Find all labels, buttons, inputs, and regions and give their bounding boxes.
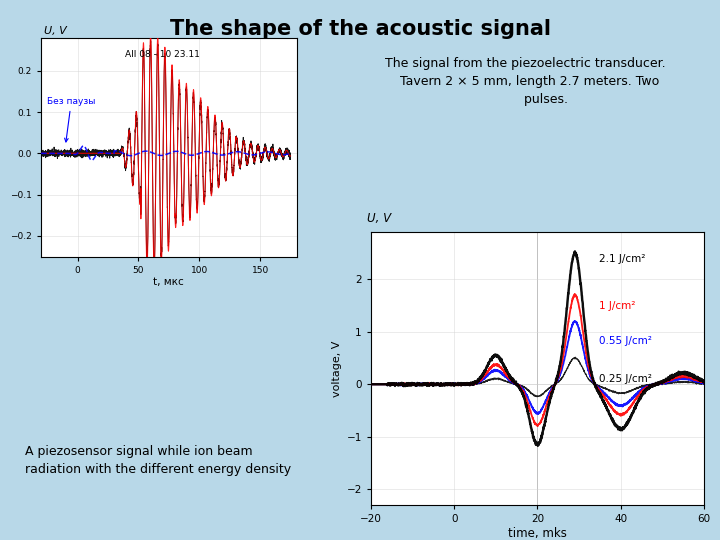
Text: The signal from the piezoelectric transducer.
  Tavern 2 × 5 mm, length 2.7 mete: The signal from the piezoelectric transd… — [385, 57, 666, 106]
Text: 0.55 J/cm²: 0.55 J/cm² — [599, 336, 652, 346]
Text: 2.1 J/cm²: 2.1 J/cm² — [599, 254, 646, 265]
Text: A piezosensor signal while ion beam
radiation with the different energy density: A piezosensor signal while ion beam radi… — [25, 446, 292, 476]
Text: 0.25 J/cm²: 0.25 J/cm² — [599, 374, 652, 384]
Text: Без паузы: Без паузы — [47, 97, 96, 142]
Y-axis label: voltage, V: voltage, V — [332, 340, 342, 397]
Text: The shape of the acoustic signal: The shape of the acoustic signal — [169, 19, 551, 39]
Text: U, V: U, V — [44, 25, 66, 36]
Text: 1 J/cm²: 1 J/cm² — [599, 301, 636, 311]
X-axis label: time, mks: time, mks — [508, 526, 567, 539]
Text: All 08 - 10 23.11: All 08 - 10 23.11 — [125, 50, 200, 59]
X-axis label: t, мкс: t, мкс — [153, 278, 184, 287]
Text: U, V: U, V — [367, 212, 392, 225]
